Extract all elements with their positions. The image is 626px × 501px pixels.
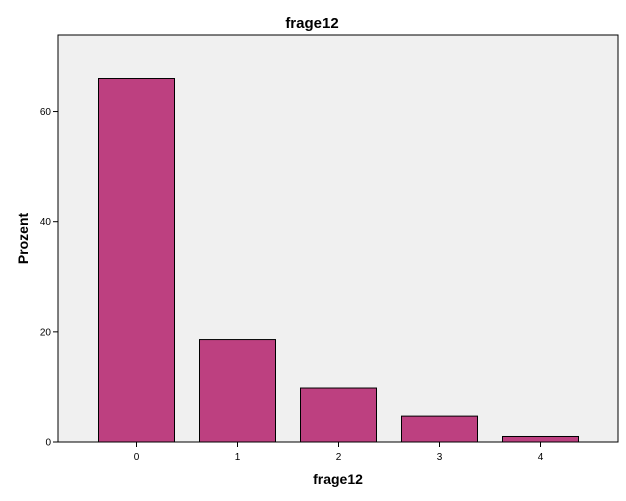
bar-3 (401, 415, 478, 443)
bar-2 (300, 387, 377, 443)
y-tick-label: 0 (45, 438, 51, 449)
bar-4 (502, 435, 579, 443)
bar-1 (199, 339, 276, 443)
y-tick-label: 60 (40, 107, 52, 118)
x-tick-label: 2 (336, 452, 342, 463)
y-tick-label: 40 (40, 217, 52, 228)
y-axis-label: Prozent (15, 212, 31, 264)
chart-title: frage12 (285, 15, 338, 32)
bar-0 (98, 78, 175, 443)
x-tick-label: 1 (235, 452, 241, 463)
x-axis-label: frage12 (313, 471, 363, 487)
y-axis-ticks: 0 20 40 60 (40, 107, 58, 449)
x-axis-ticks: 0 1 2 3 4 (134, 442, 544, 463)
x-tick-label: 4 (538, 452, 544, 463)
x-tick-label: 0 (134, 452, 140, 463)
x-tick-label: 3 (437, 452, 443, 463)
y-tick-label: 20 (40, 327, 52, 338)
